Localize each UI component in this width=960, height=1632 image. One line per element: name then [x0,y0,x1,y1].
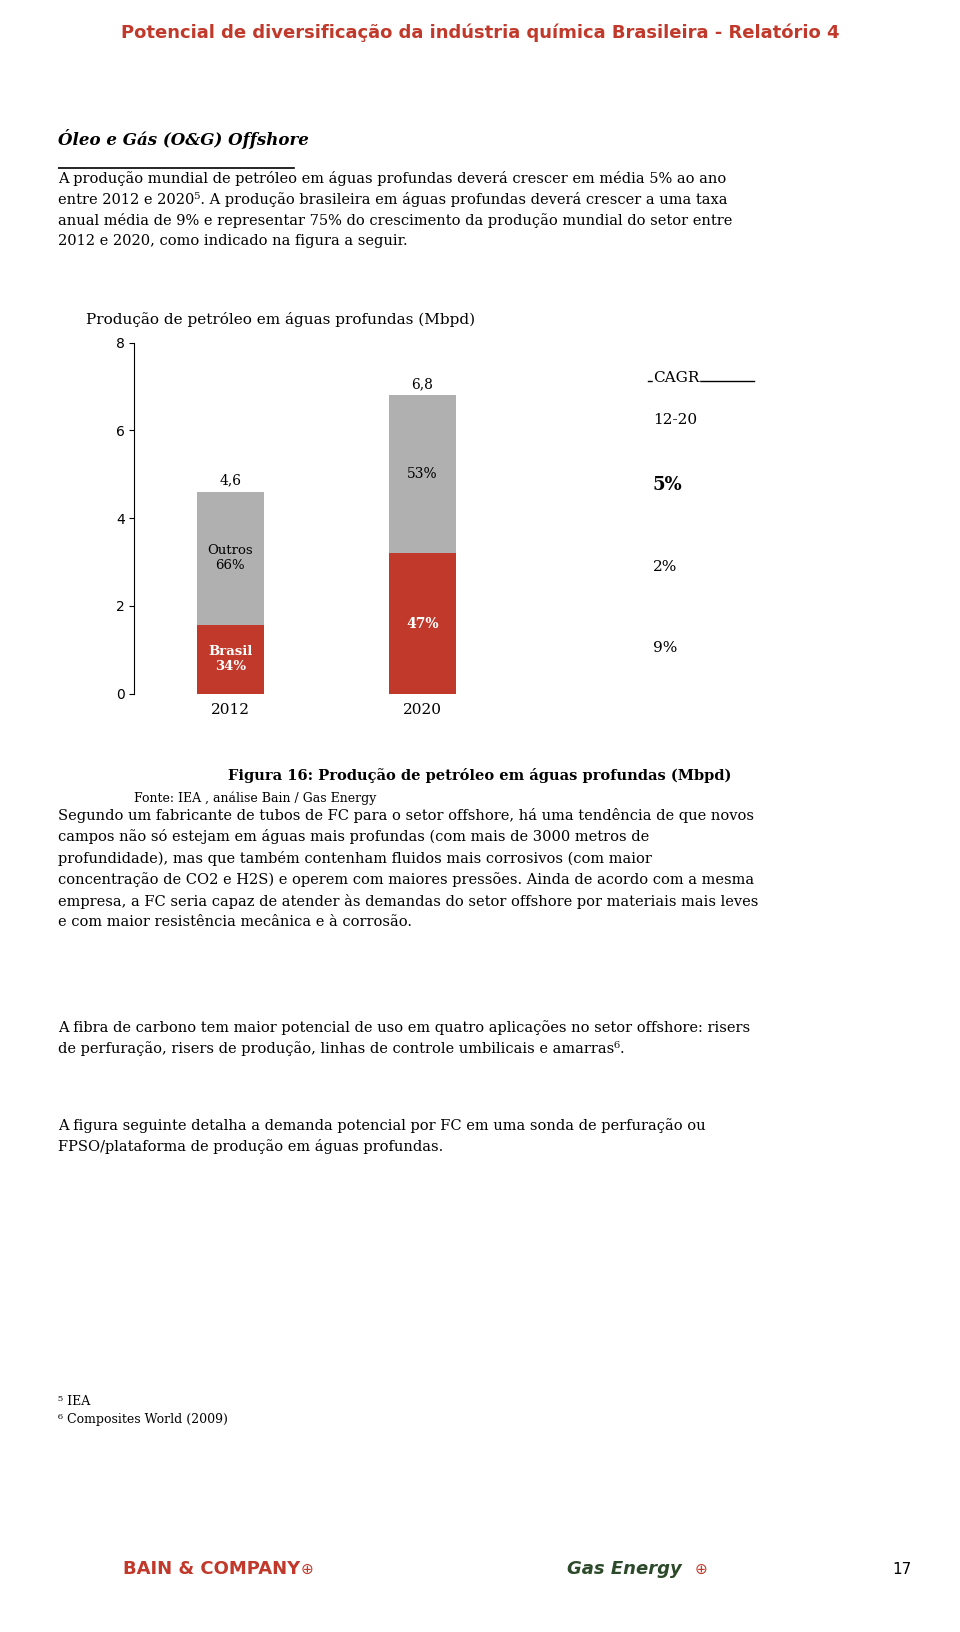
Text: A produção mundial de petróleo em águas profundas deverá crescer em média 5% ao : A produção mundial de petróleo em águas … [58,171,732,248]
Text: Óleo e Gás (O&G) Offshore: Óleo e Gás (O&G) Offshore [58,129,308,149]
Text: 2%: 2% [653,560,677,574]
Text: Produção de petróleo em águas profundas (Mbpd): Produção de petróleo em águas profundas … [86,312,475,328]
Bar [197,625,264,694]
Text: ⊕: ⊕ [694,1562,708,1577]
Text: BAIN & COMPANY: BAIN & COMPANY [123,1560,300,1578]
Bar [389,553,456,694]
Text: 17: 17 [893,1562,912,1577]
Bar [197,491,264,625]
Bar [389,395,456,553]
Text: A fibra de carbono tem maior potencial de uso em quatro aplicações no setor ​off: A fibra de carbono tem maior potencial d… [58,1020,750,1056]
Text: Outros
66%: Outros 66% [207,545,253,573]
Text: 53%: 53% [407,467,438,481]
Text: Brasil
34%: Brasil 34% [208,645,252,674]
Text: Gas Energy: Gas Energy [566,1560,682,1578]
Text: Figura 16: Produção de petróleo em águas profundas (Mbpd): Figura 16: Produção de petróleo em águas… [228,767,732,783]
Text: 4,6: 4,6 [220,473,241,488]
Text: ⁵ IEA
⁶ Composites World (2009): ⁵ IEA ⁶ Composites World (2009) [58,1395,228,1426]
Text: ⊕: ⊕ [300,1562,314,1577]
Text: CAGR: CAGR [653,370,699,385]
Text: 9%: 9% [653,641,677,654]
Text: 6,8: 6,8 [412,377,433,392]
Text: A figura seguinte detalha a demanda potencial por FC em uma sonda de perfuração : A figura seguinte detalha a demanda pote… [58,1118,706,1154]
Text: Potencial de diversificação da indústria química Brasileira - Relatório 4: Potencial de diversificação da indústria… [121,24,839,42]
Text: Segundo um fabricante de tubos de FC para o setor ​offshore​, há uma tendência d: Segundo um fabricante de tubos de FC par… [58,808,758,929]
Text: 5%: 5% [653,477,683,494]
Text: Fonte: IEA , análise Bain / Gas Energy: Fonte: IEA , análise Bain / Gas Energy [134,792,376,805]
Text: 12-20: 12-20 [653,413,697,428]
Text: 47%: 47% [406,617,439,630]
